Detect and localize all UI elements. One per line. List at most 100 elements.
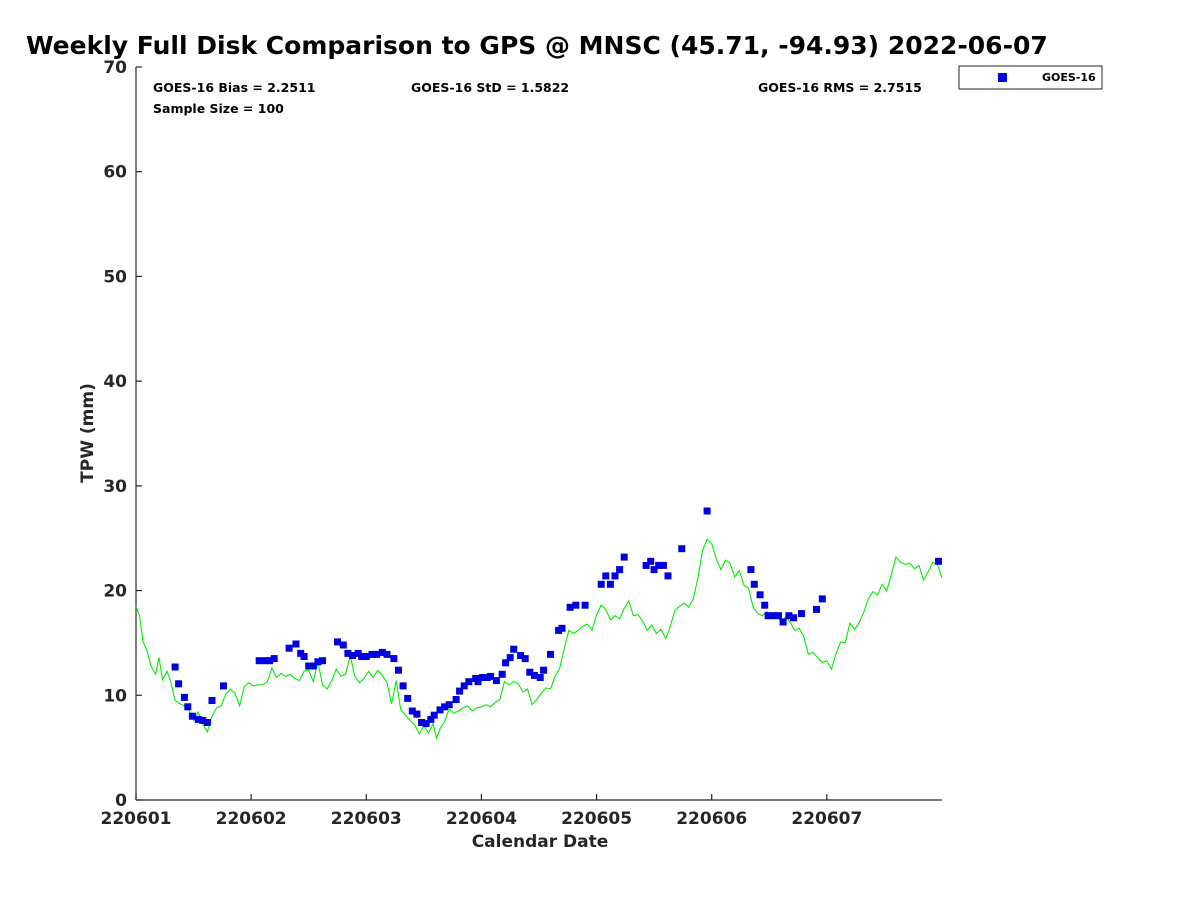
goes16-point (270, 655, 278, 663)
goes16-point (664, 572, 672, 580)
goes16-point (761, 601, 769, 609)
goes16-point (309, 662, 317, 670)
goes16-point (756, 591, 764, 599)
goes16-point (526, 668, 534, 676)
x-tick-label: 220605 (561, 809, 632, 829)
goes16-point (188, 712, 196, 720)
goes16-point (655, 561, 663, 569)
x-ticks: 220601 220602 220603 220604 220605 220606 2206… (101, 794, 862, 829)
goes16-point (659, 561, 667, 569)
goes16-point (408, 707, 416, 715)
goes16-point (184, 703, 192, 711)
goes16-point (203, 719, 211, 726)
goes16-point (536, 674, 544, 681)
goes16-point (521, 655, 529, 663)
goes16-point (678, 545, 686, 553)
y-tick-label: 70 (103, 58, 127, 78)
goes16-point (292, 640, 300, 648)
goes16-point (430, 711, 438, 719)
x-axis-label: Calendar Date (472, 832, 609, 852)
goes16-point (171, 663, 179, 671)
x-tick-label: 220606 (676, 809, 747, 829)
goes16-point (487, 672, 495, 680)
goes16-point (378, 648, 386, 656)
plot-area (135, 67, 942, 801)
goes16-point (813, 605, 820, 613)
goes16-point (199, 716, 207, 724)
goes16-point (261, 657, 269, 665)
goes16-point (285, 644, 293, 652)
goes16-point (465, 678, 473, 686)
goes16-point (194, 715, 202, 723)
goes16-point (460, 682, 468, 690)
x-tick-label: 220603 (331, 809, 402, 829)
legend-box (958, 65, 1103, 90)
y-tick-label: 0 (115, 791, 127, 811)
x-tick-label: 220601 (101, 809, 172, 829)
goes16-point (456, 687, 464, 695)
goes16-point (750, 580, 758, 588)
goes16-point (344, 649, 352, 657)
goes16-point (547, 650, 554, 658)
goes16-point (362, 653, 370, 660)
y-axis-label: TPW (mm) (78, 383, 98, 483)
goes16-point (427, 715, 435, 723)
legend-label-goes16: GOES-16 (1042, 71, 1096, 84)
y-tick-label: 50 (103, 267, 127, 287)
goes16-point (349, 652, 356, 659)
goes16-point (314, 658, 322, 666)
y-tick-label: 40 (103, 372, 127, 392)
goes16-point (492, 677, 500, 685)
goes16-point (558, 624, 566, 632)
goes16-point (935, 557, 942, 565)
goes16-point (775, 612, 782, 620)
goes16-point (422, 720, 430, 728)
goes16-point (220, 682, 227, 690)
goes16-point (502, 659, 510, 667)
stat-sample-size: Sample Size = 100 (153, 101, 284, 116)
goes16-point (358, 653, 366, 660)
goes16-point (266, 657, 274, 665)
gps-tpw-line (135, 538, 943, 741)
goes16-point (790, 614, 797, 622)
goes16-point (606, 580, 614, 588)
goes16-point (779, 618, 787, 626)
y-ticks: 0 10 20 30 40 50 60 70 (103, 58, 142, 811)
goes16-point (319, 657, 326, 665)
goes16-point (764, 612, 772, 620)
goes16-point (404, 694, 412, 702)
x-tick-label: 220602 (216, 809, 287, 829)
goes16-point (616, 566, 624, 574)
y-tick-label: 20 (103, 582, 127, 602)
goes16-point (208, 697, 216, 704)
goes16-point (399, 682, 407, 690)
gps-line-layer (135, 538, 943, 741)
goes16-point (383, 650, 391, 658)
goes16-point (747, 566, 755, 574)
y-tick-label: 10 (103, 686, 127, 706)
goes16-point (611, 572, 619, 580)
x-tick-label: 220607 (791, 809, 862, 829)
goes16-point (339, 641, 347, 649)
goes16-point (334, 638, 341, 646)
goes16-point (479, 674, 487, 681)
goes16-point (445, 701, 453, 709)
goes16-point (395, 666, 402, 674)
stat-rms: GOES-16 RMS = 2.7515 (758, 80, 922, 95)
goes16-point (642, 561, 650, 569)
goes16-point (305, 662, 313, 670)
legend: GOES-16 (958, 65, 1103, 90)
goes16-point (510, 645, 518, 653)
goes16-point (818, 595, 826, 603)
goes16-point (413, 710, 421, 718)
goes16-point (418, 719, 426, 726)
y-tick-label: 30 (103, 477, 127, 497)
goes16-marker-layer (171, 507, 942, 728)
stat-std: GOES-16 StD = 1.5822 (411, 80, 569, 95)
goes16-point (540, 666, 548, 674)
goes16-point (255, 657, 263, 665)
goes16-point (373, 650, 381, 658)
goes16-point (474, 678, 482, 686)
goes16-point (602, 572, 610, 580)
